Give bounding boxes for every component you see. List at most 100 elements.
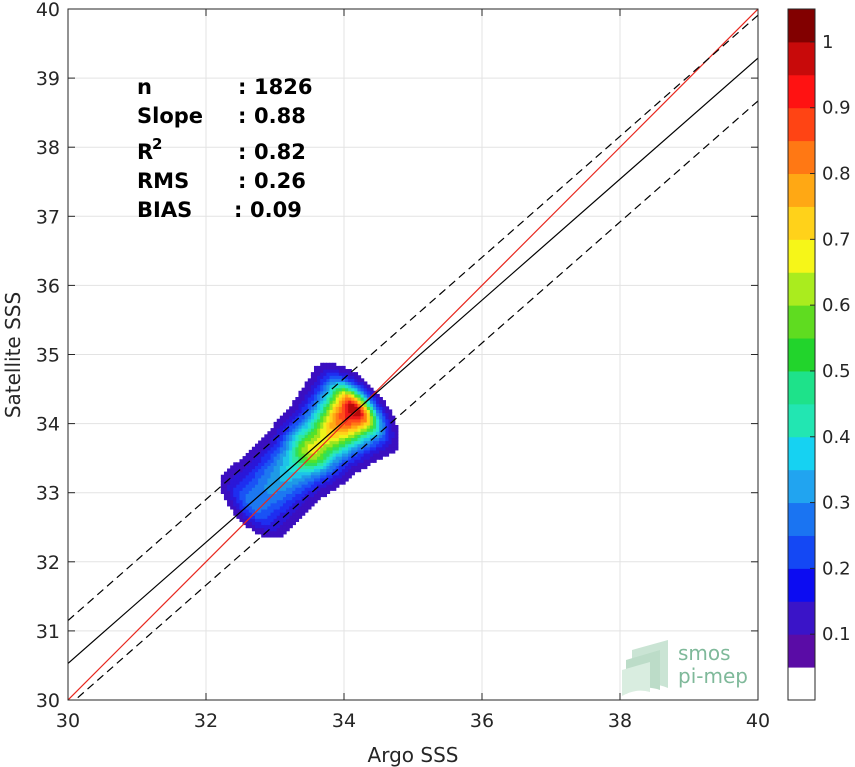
density-cell: [242, 490, 247, 494]
density-cell: [385, 415, 390, 420]
density-cell: [295, 428, 300, 432]
density-cell: [351, 400, 355, 404]
density-cell: [357, 387, 362, 392]
density-cell: [310, 434, 315, 439]
density-cell: [348, 437, 352, 442]
density-cell: [248, 452, 253, 457]
density-cell: [304, 421, 309, 426]
density-cell: [254, 515, 259, 519]
density-cell: [323, 421, 328, 426]
density-cell: [317, 443, 321, 448]
density-cell: [341, 365, 346, 370]
density-cell: [289, 477, 293, 482]
density-cell: [248, 487, 253, 491]
density-cell: [320, 465, 324, 470]
density-cell: [273, 530, 278, 535]
density-cell: [276, 474, 281, 479]
density-cell: [379, 424, 383, 429]
density-cell: [264, 477, 269, 482]
density-cell: [348, 456, 352, 460]
density-cell: [248, 521, 253, 526]
density-cell: [279, 452, 284, 457]
density-cell: [230, 480, 234, 485]
density-cell: [310, 418, 315, 423]
density-cell: [329, 393, 334, 398]
density-cell: [279, 530, 284, 535]
density-cell: [236, 468, 241, 473]
density-cell: [363, 412, 368, 417]
density-cell: [301, 446, 306, 451]
density-cell: [301, 390, 306, 395]
density-cell: [323, 487, 328, 491]
density-cell: [289, 456, 293, 460]
density-cell: [279, 449, 284, 454]
density-cell: [295, 446, 300, 451]
density-cell: [289, 418, 293, 423]
density-cell: [341, 418, 346, 423]
density-cell: [286, 415, 290, 420]
density-cell: [323, 415, 328, 420]
density-cell: [292, 443, 296, 448]
density-cell: [351, 456, 355, 460]
density-cell: [366, 409, 371, 414]
density-cell: [273, 421, 278, 426]
density-cell: [372, 393, 377, 398]
density-cell: [304, 480, 309, 485]
density-cell: [317, 428, 321, 432]
density-cell: [282, 415, 287, 420]
density-cell: [323, 424, 328, 429]
density-cell: [258, 496, 262, 501]
density-cell: [245, 499, 250, 504]
density-cell: [295, 459, 300, 463]
density-cell: [338, 456, 343, 460]
density-cell: [323, 412, 328, 417]
density-cell: [251, 524, 256, 529]
density-cell: [357, 440, 362, 445]
density-cell: [292, 415, 296, 420]
stat-rms-sep: :: [238, 169, 246, 193]
density-cell: [279, 418, 284, 423]
density-cell: [298, 474, 303, 479]
density-cell: [295, 484, 300, 488]
density-cell: [279, 421, 284, 426]
density-cell: [292, 403, 296, 407]
density-cell: [292, 493, 296, 498]
density-cell: [289, 490, 293, 494]
density-cell: [292, 440, 296, 445]
density-cell: [304, 440, 309, 445]
density-cell: [264, 471, 269, 476]
density-cell: [310, 443, 315, 448]
density-cell: [273, 440, 278, 445]
density-cell: [282, 477, 287, 482]
density-cell: [360, 397, 365, 401]
density-cell: [273, 459, 278, 463]
density-cell: [273, 456, 278, 460]
density-cell: [382, 437, 387, 442]
density-cell: [382, 431, 387, 435]
density-cell: [335, 452, 340, 457]
density-cell: [289, 493, 293, 498]
density-cell: [366, 449, 371, 454]
density-cell: [267, 477, 272, 482]
density-cell: [372, 456, 377, 460]
density-cell: [313, 474, 318, 479]
density-cell: [366, 428, 371, 432]
density-cell: [317, 393, 321, 398]
density-cell: [258, 443, 262, 448]
density-cell: [363, 381, 368, 386]
density-cell: [357, 452, 362, 457]
density-cell: [295, 496, 300, 501]
density-cell: [326, 449, 331, 454]
density-cell: [323, 462, 328, 467]
density-cell: [254, 505, 259, 510]
density-cell: [391, 415, 396, 420]
density-cell: [282, 518, 287, 522]
density-cell: [301, 471, 306, 476]
density-cell: [348, 369, 352, 373]
density-cell: [292, 409, 296, 414]
density-cell: [248, 459, 253, 463]
density-cell: [254, 446, 259, 451]
density-cell: [251, 515, 256, 519]
density-cell: [220, 490, 225, 494]
density-cell: [279, 431, 284, 435]
